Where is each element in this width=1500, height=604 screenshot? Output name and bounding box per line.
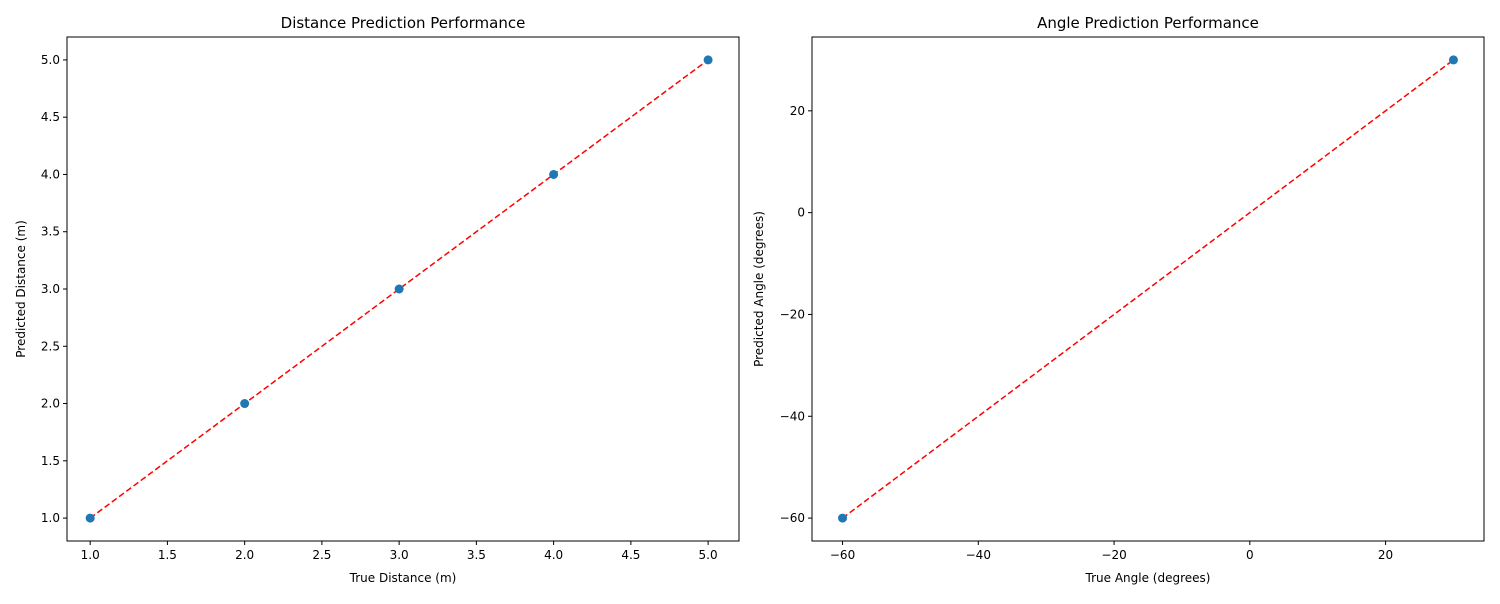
distance-y-tick-label: 4.5 — [41, 110, 60, 124]
angle-x-tick-label: −40 — [966, 548, 991, 562]
distance-y-ticks: 1.0 1.5 2.0 2.5 3.0 3.5 4.0 4.5 5.0 — [41, 53, 67, 525]
distance-data-point — [549, 169, 559, 179]
distance-x-tick-label: 3.0 — [390, 548, 409, 562]
angle-chart: Angle Prediction Performance True Angle … — [752, 14, 1485, 585]
distance-y-tick-label: 3.0 — [41, 282, 60, 296]
distance-reference-line-group — [89, 59, 709, 519]
angle-x-ticks: −60 −40 −20 0 20 — [830, 541, 1393, 562]
distance-y-axis-label: Predicted Distance (m) — [14, 220, 28, 357]
distance-y-tick-label: 4.0 — [41, 167, 60, 181]
distance-x-ticks: 1.0 1.5 2.0 2.5 3.0 3.5 4.0 4.5 5.0 — [81, 541, 718, 562]
distance-y-tick-label: 2.0 — [41, 397, 60, 411]
distance-x-tick-label: 2.5 — [312, 548, 331, 562]
distance-chart: Distance Prediction Performance True Dis… — [14, 14, 740, 585]
angle-y-ticks: −60 −40 −20 0 20 — [780, 104, 812, 525]
distance-data-point — [85, 513, 95, 523]
angle-y-tick-label: −60 — [780, 511, 805, 525]
angle-y-axis-label: Predicted Angle (degrees) — [752, 211, 766, 367]
angle-x-tick-label: 20 — [1378, 548, 1393, 562]
angle-y-tick-label: 20 — [790, 104, 805, 118]
distance-x-tick-label: 1.0 — [81, 548, 100, 562]
angle-y-tick-label: −40 — [780, 409, 805, 423]
angle-x-tick-label: −60 — [830, 548, 855, 562]
distance-chart-title: Distance Prediction Performance — [281, 14, 526, 32]
distance-x-tick-label: 3.5 — [467, 548, 486, 562]
distance-x-tick-label: 5.0 — [699, 548, 718, 562]
distance-y-tick-label: 1.5 — [41, 454, 60, 468]
distance-data-point — [703, 55, 713, 65]
distance-x-tick-label: 2.0 — [235, 548, 254, 562]
angle-x-tick-label: 0 — [1246, 548, 1254, 562]
distance-x-axis-label: True Distance (m) — [349, 571, 457, 585]
distance-x-tick-label: 1.5 — [158, 548, 177, 562]
angle-points — [838, 55, 1458, 523]
distance-y-tick-label: 2.5 — [41, 339, 60, 353]
distance-x-tick-label: 4.0 — [544, 548, 563, 562]
angle-x-tick-label: −20 — [1101, 548, 1126, 562]
distance-x-tick-label: 4.5 — [621, 548, 640, 562]
angle-y-tick-label: −20 — [780, 307, 805, 321]
distance-data-point — [240, 399, 250, 409]
angle-data-point — [838, 513, 848, 523]
distance-y-tick-label: 5.0 — [41, 53, 60, 67]
distance-y-tick-label: 3.5 — [41, 225, 60, 239]
angle-reference-line — [842, 59, 1454, 519]
angle-chart-title: Angle Prediction Performance — [1037, 14, 1259, 32]
distance-data-point — [394, 284, 404, 294]
angle-data-point — [1448, 55, 1458, 65]
angle-y-tick-label: 0 — [797, 206, 805, 220]
distance-reference-line — [89, 59, 709, 519]
distance-y-tick-label: 1.0 — [41, 511, 60, 525]
angle-reference-line-group — [842, 59, 1454, 519]
angle-x-axis-label: True Angle (degrees) — [1085, 571, 1211, 585]
distance-points — [85, 55, 713, 523]
